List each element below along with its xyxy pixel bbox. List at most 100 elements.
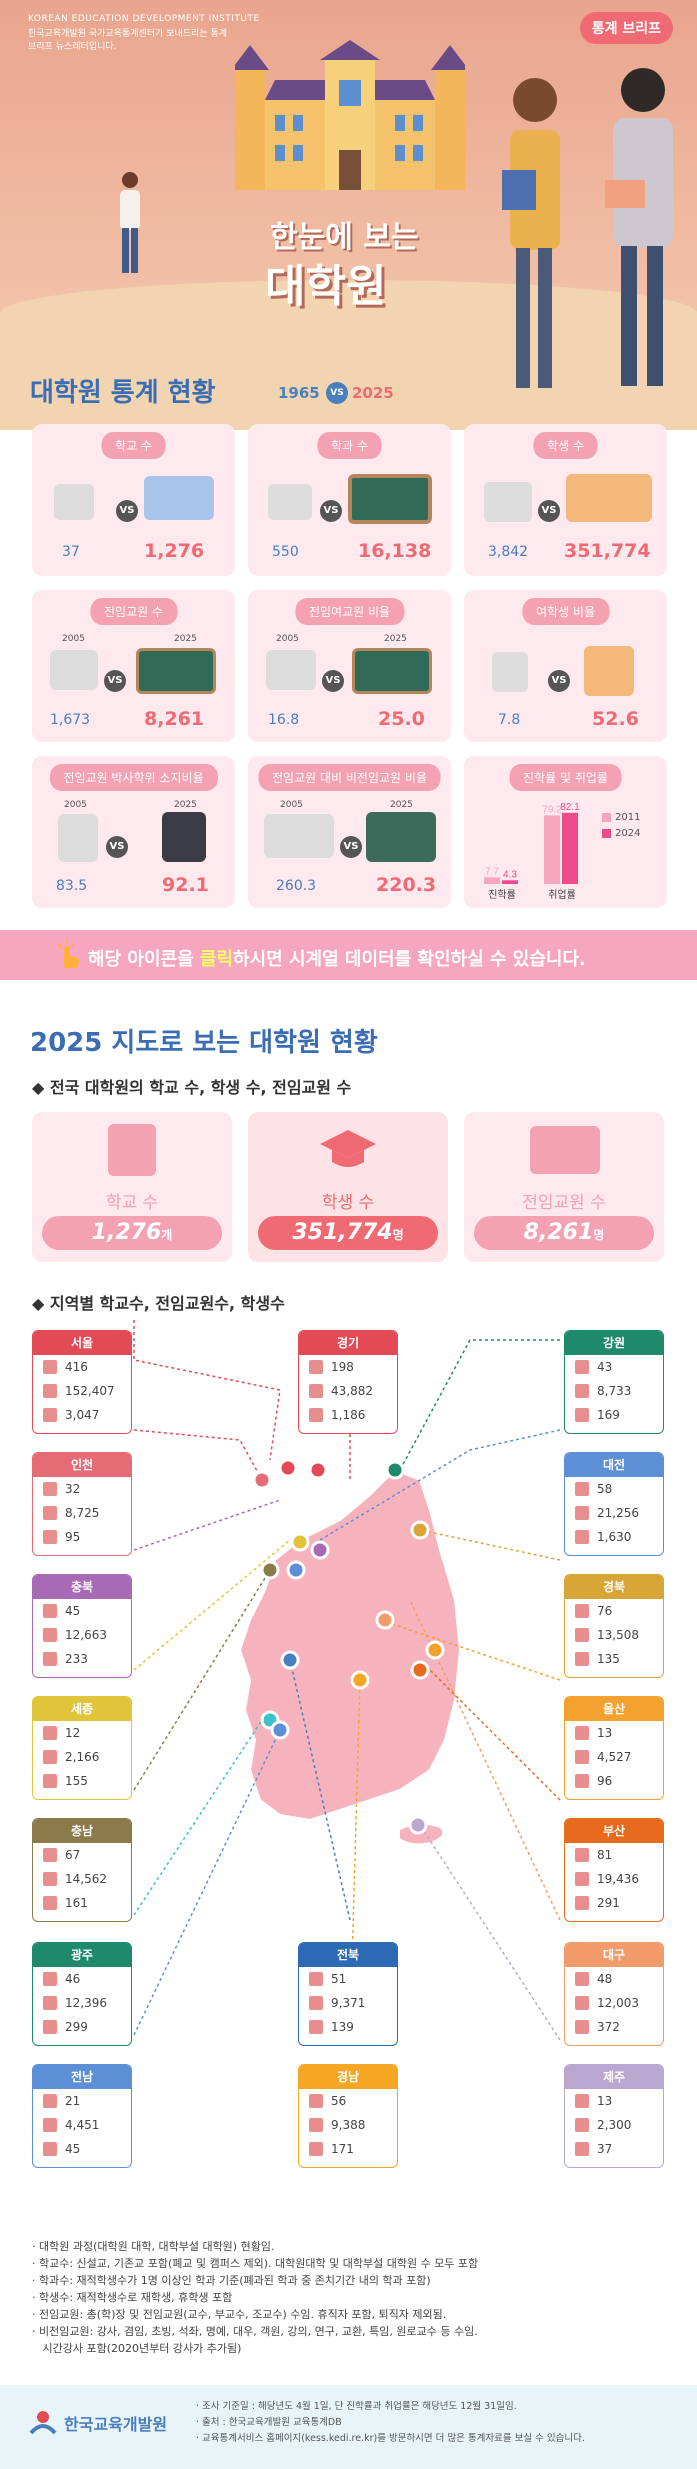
region-card-jeonbuk[interactable]: 전북 51 9,371 139 (298, 1942, 398, 2046)
teacher-icon (43, 1652, 57, 1666)
hero-description: 한국교육개발원 국가교육통계센터가 보내드리는 통계브리프 뉴스레터입니다. (28, 29, 228, 52)
org-english-name: KOREAN EDUCATION DEVELOPMENT INSTITUTE (28, 14, 260, 24)
region-faculty: 3,047 (33, 1403, 131, 1427)
stat-card-fulltime-faculty[interactable]: 전임교원 수 2005 2025 VS 1,673 8,261 (32, 590, 235, 742)
bar-value-label: 82.1 (560, 802, 580, 813)
year-from: 1965 (278, 384, 320, 402)
region-card-chungnam[interactable]: 충남 67 14,562 161 (32, 1818, 132, 1922)
value-2025: 52.6 (592, 708, 639, 730)
value-1965: 7.8 (498, 712, 521, 728)
value-2025: 16,138 (358, 540, 432, 562)
student-icon (575, 1996, 589, 2010)
marker-incheon[interactable] (252, 1470, 272, 1490)
stat-card-departments[interactable]: 학과 수 VS 550 16,138 (248, 424, 451, 576)
marker-daegu[interactable] (375, 1610, 395, 1630)
marker-chungbuk[interactable] (310, 1540, 330, 1560)
region-faculty: 233 (33, 1647, 131, 1671)
student-icon (309, 1384, 323, 1398)
stat-card-doctorate-ratio[interactable]: 전임교원 박사학위 소지비율 2005 2025 VS 83.5 92.1 (32, 756, 235, 908)
stat-card-female-faculty-ratio[interactable]: 전임여교원 비율 2005 2025 VS 16.8 25.0 (248, 590, 451, 742)
kedi-logo-text: 한국교육개발원 (64, 2415, 168, 2434)
stat-card-schools[interactable]: 학교 수 VS 37 1,276 (32, 424, 235, 576)
marker-gyeongbuk[interactable] (410, 1520, 430, 1540)
region-card-sejong[interactable]: 세종 12 2,166 155 (32, 1696, 132, 1800)
teacher-icon (43, 2142, 57, 2156)
region-students: 9,388 (299, 2113, 397, 2137)
footnote: · 전임교원: 총(학)장 및 전임교원(교수, 부교수, 조교수) 수임. 휴… (32, 2308, 447, 2321)
marker-ulsan[interactable] (425, 1640, 445, 1660)
marker-chungnam[interactable] (260, 1560, 280, 1580)
vs-icon: VS (106, 836, 128, 858)
teacher-icon (43, 2020, 57, 2034)
region-name: 전북 (299, 1943, 397, 1967)
school-icon (575, 2094, 589, 2108)
marker-jeju[interactable] (408, 1815, 428, 1835)
region-faculty: 135 (565, 1647, 663, 1671)
stat-card-advancement-employment[interactable]: 진학률 및 취업률 7.7 4.3 진학률 79.2 82.1 취업률 2011 2024 (464, 756, 667, 908)
region-card-gyeonggi[interactable]: 경기 198 43,882 1,186 (298, 1330, 398, 1434)
marker-gyeongnam[interactable] (350, 1670, 370, 1690)
marker-gyeonggi[interactable] (308, 1460, 328, 1480)
card-label: 전임교원 박사학위 소지비율 (49, 764, 218, 791)
marker-jeonbuk[interactable] (280, 1650, 300, 1670)
region-card-gwangju[interactable]: 광주 46 12,396 299 (32, 1942, 132, 2046)
school-icon (43, 2094, 57, 2108)
marker-daejeon[interactable] (286, 1560, 306, 1580)
marker-seoul[interactable] (278, 1458, 298, 1478)
summary-number: 8,261 (523, 1220, 594, 1245)
line-gwangju (133, 1719, 263, 1916)
category-label: 진학률 (488, 889, 516, 901)
region-card-busan[interactable]: 부산 81 19,436 291 (564, 1818, 664, 1922)
value-2005: 260.3 (276, 878, 317, 894)
footnote: · 학교수: 신설교, 기존교 포함(폐교 및 캠퍼스 제외). 대학원대학 및… (32, 2257, 479, 2270)
card-label: 진학률 및 취업률 (509, 764, 622, 791)
region-card-gyeongnam[interactable]: 경남 56 9,388 171 (298, 2064, 398, 2168)
region-students: 12,396 (33, 1991, 131, 2015)
region-card-gyeongbuk[interactable]: 경북 76 13,508 135 (564, 1574, 664, 1678)
region-faculty: 139 (299, 2015, 397, 2039)
line-gyeongnam (349, 1679, 361, 2036)
marker-jeonnam[interactable] (270, 1720, 290, 1740)
region-card-ulsan[interactable]: 울산 13 4,527 96 (564, 1696, 664, 1800)
region-card-daegu[interactable]: 대구 48 12,003 372 (564, 1942, 664, 2046)
region-card-seoul[interactable]: 서울 416 152,407 3,047 (32, 1330, 132, 1434)
teacher-icon (43, 1530, 57, 1544)
footer-line: · 출처 : 한국교육개발원 교육통계DB (196, 2417, 342, 2428)
region-card-daejeon[interactable]: 대전 58 21,256 1,630 (564, 1452, 664, 1556)
student-icon (575, 1750, 589, 1764)
footnote: · 학과수: 재적학생수가 1명 이상인 학과 기준(폐과된 학과 중 존치기간… (32, 2274, 431, 2287)
region-card-incheon[interactable]: 인천 32 8,725 95 (32, 1452, 132, 1556)
stat-card-female-student-ratio[interactable]: 여학생 비율 VS 7.8 52.6 (464, 590, 667, 742)
old-blackboard-icon (268, 484, 312, 520)
bar-진학률-2011 (484, 877, 500, 884)
vs-icon: VS (548, 670, 570, 692)
legend-2011: 2011 (602, 812, 640, 823)
school-icon (575, 1972, 589, 1986)
stat-card-nonfulltime-ratio[interactable]: 전임교원 대비 비전임교원 비율 2005 2025 VS 260.3 220.… (248, 756, 451, 908)
line-chungnam (133, 1569, 271, 1791)
students-icon (566, 474, 652, 522)
region-schools: 198 (299, 1355, 397, 1379)
region-students: 9,371 (299, 1991, 397, 2015)
region-card-jeju[interactable]: 제주 13 2,300 37 (564, 2064, 664, 2168)
school-icon (43, 1726, 57, 1740)
region-students: 43,882 (299, 1379, 397, 1403)
marker-gangwon[interactable] (385, 1460, 405, 1480)
marker-sejong[interactable] (290, 1532, 310, 1552)
region-students: 12,663 (33, 1623, 131, 1647)
region-schools: 51 (299, 1967, 397, 1991)
teacher-icon (575, 2142, 589, 2156)
vs-icon: VS (116, 500, 138, 522)
legend-swatch (602, 829, 611, 838)
value-2025: 25.0 (378, 708, 425, 730)
region-schools: 46 (33, 1967, 131, 1991)
footnote: · 비전임교원: 강사, 겸임, 초빙, 석좌, 명예, 대우, 객원, 강의,… (32, 2325, 478, 2338)
region-card-chungbuk[interactable]: 충북 45 12,663 233 (32, 1574, 132, 1678)
card-label: 전임여교원 비율 (294, 598, 405, 625)
region-faculty: 299 (33, 2015, 131, 2039)
stat-card-students[interactable]: 학생 수 VS 3,842 351,774 (464, 424, 667, 576)
marker-busan[interactable] (410, 1660, 430, 1680)
region-card-gangwon[interactable]: 강원 43 8,733 169 (564, 1330, 664, 1434)
footnote: · 학생수: 재적학생수로 재학생, 휴학생 포함 (32, 2291, 233, 2304)
region-card-jeonnam[interactable]: 전남 21 4,451 45 (32, 2064, 132, 2168)
